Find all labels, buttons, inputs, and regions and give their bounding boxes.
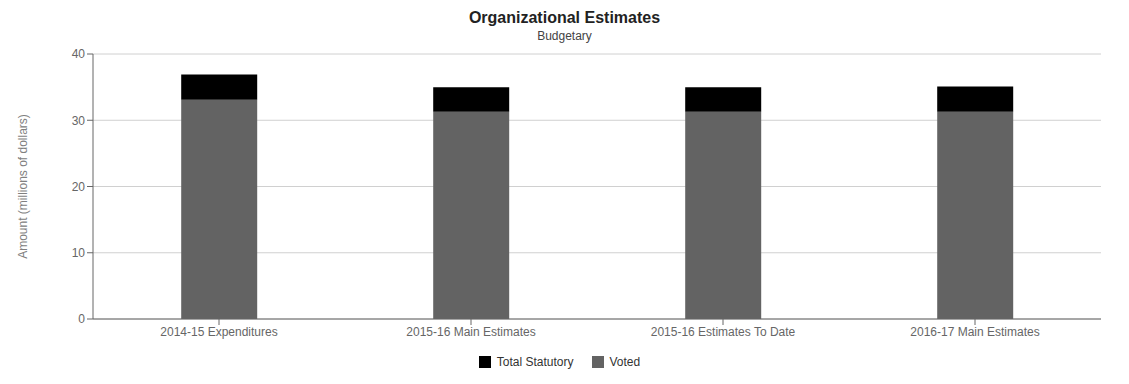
svg-text:2016-17 Main Estimates: 2016-17 Main Estimates — [910, 325, 1039, 339]
html-text:Total Statutory: Total Statutory — [496, 355, 574, 369]
svg-text:2014-15 Expenditures: 2014-15 Expenditures — [160, 325, 277, 339]
html-text:Voted: Voted — [609, 355, 641, 369]
svg-text:30: 30 — [72, 114, 86, 128]
svg-text:Amount (millions of dollars): Amount (millions of dollars) — [16, 114, 30, 259]
svg-text:40: 40 — [72, 47, 86, 61]
svg-text:2015-16 Main Estimates: 2015-16 Main Estimates — [406, 325, 535, 339]
svg-text:2015-16 Estimates To Date: 2015-16 Estimates To Date — [651, 325, 796, 339]
svg-text:0: 0 — [78, 312, 85, 326]
html-text:Budgetary: Budgetary — [537, 29, 592, 43]
svg-text:20: 20 — [72, 180, 86, 194]
html-text:Organizational Estimates: Organizational Estimates — [468, 9, 661, 26]
svg-text:10: 10 — [72, 246, 86, 260]
